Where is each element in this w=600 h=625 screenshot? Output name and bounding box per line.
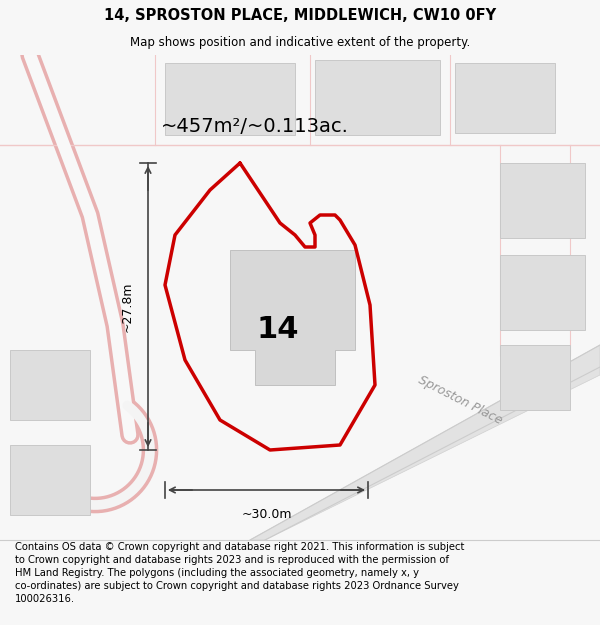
Text: Map shows position and indicative extent of the property.: Map shows position and indicative extent… — [130, 36, 470, 49]
Text: 14, SPROSTON PLACE, MIDDLEWICH, CW10 0FY: 14, SPROSTON PLACE, MIDDLEWICH, CW10 0FY — [104, 8, 496, 23]
Bar — [10, 350, 90, 420]
Bar — [315, 60, 440, 135]
Bar — [165, 63, 295, 135]
Text: Sproston Place: Sproston Place — [416, 373, 504, 427]
Polygon shape — [250, 345, 600, 540]
Bar — [500, 255, 585, 330]
Bar — [10, 445, 90, 515]
Text: ~457m²/~0.113ac.: ~457m²/~0.113ac. — [161, 118, 349, 136]
Text: ~30.0m: ~30.0m — [241, 508, 292, 521]
Text: ~27.8m: ~27.8m — [121, 281, 134, 332]
Polygon shape — [230, 250, 355, 385]
Text: 14: 14 — [257, 316, 299, 344]
Bar — [455, 63, 555, 133]
Text: Contains OS data © Crown copyright and database right 2021. This information is : Contains OS data © Crown copyright and d… — [15, 542, 464, 604]
Bar — [500, 163, 585, 238]
Bar — [500, 345, 570, 410]
